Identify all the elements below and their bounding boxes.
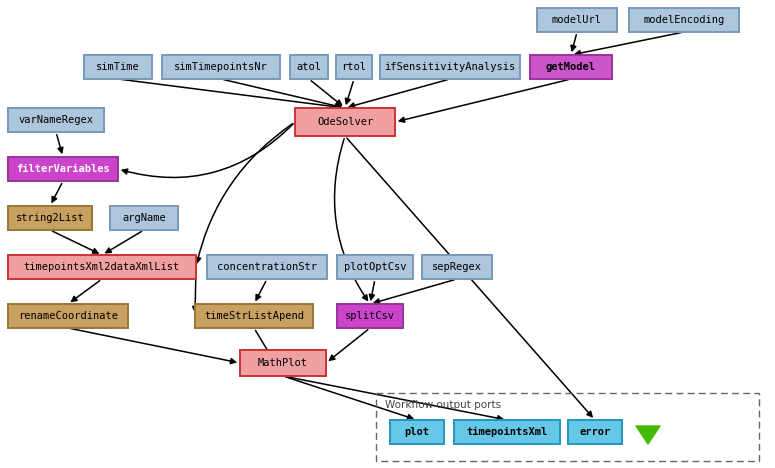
Text: error: error (580, 427, 611, 437)
FancyBboxPatch shape (390, 420, 444, 444)
FancyBboxPatch shape (110, 206, 178, 230)
Polygon shape (636, 426, 660, 444)
Text: string2List: string2List (16, 213, 84, 223)
FancyBboxPatch shape (422, 255, 492, 279)
FancyBboxPatch shape (454, 420, 560, 444)
FancyBboxPatch shape (336, 55, 372, 79)
FancyBboxPatch shape (295, 108, 395, 136)
FancyBboxPatch shape (8, 304, 128, 328)
Text: rtol: rtol (342, 62, 367, 72)
FancyBboxPatch shape (537, 8, 617, 32)
FancyBboxPatch shape (207, 255, 327, 279)
Text: timepointsXml2dataXmlList: timepointsXml2dataXmlList (24, 262, 180, 272)
FancyBboxPatch shape (629, 8, 739, 32)
FancyBboxPatch shape (290, 55, 328, 79)
Text: sepRegex: sepRegex (432, 262, 482, 272)
Text: modelEncoding: modelEncoding (643, 15, 725, 25)
Text: OdeSolver: OdeSolver (317, 117, 373, 127)
FancyBboxPatch shape (568, 420, 622, 444)
Text: simTime: simTime (96, 62, 140, 72)
FancyBboxPatch shape (195, 304, 313, 328)
Text: filterVariables: filterVariables (16, 164, 110, 174)
Text: timeStrListApend: timeStrListApend (204, 311, 304, 321)
FancyBboxPatch shape (8, 108, 104, 132)
FancyBboxPatch shape (337, 304, 403, 328)
FancyBboxPatch shape (84, 55, 152, 79)
Text: plot: plot (405, 427, 429, 437)
Text: atol: atol (297, 62, 322, 72)
Text: modelUrl: modelUrl (552, 15, 602, 25)
Text: plotOptCsv: plotOptCsv (344, 262, 406, 272)
Text: ifSensitivityAnalysis: ifSensitivityAnalysis (384, 62, 515, 72)
Text: renameCoordinate: renameCoordinate (18, 311, 118, 321)
FancyBboxPatch shape (337, 255, 413, 279)
Text: splitCsv: splitCsv (345, 311, 395, 321)
Text: varNameRegex: varNameRegex (19, 115, 94, 125)
Text: concentrationStr: concentrationStr (217, 262, 317, 272)
FancyBboxPatch shape (8, 206, 92, 230)
FancyBboxPatch shape (8, 255, 196, 279)
Text: MathPlot: MathPlot (258, 358, 308, 368)
FancyBboxPatch shape (8, 157, 118, 181)
Text: timepointsXml: timepointsXml (467, 427, 548, 437)
Text: Workflow output ports: Workflow output ports (385, 400, 501, 410)
FancyBboxPatch shape (530, 55, 612, 79)
Text: argName: argName (122, 213, 166, 223)
Text: getModel: getModel (546, 62, 596, 72)
FancyBboxPatch shape (380, 55, 520, 79)
Text: simTimepointsNr: simTimepointsNr (174, 62, 268, 72)
FancyBboxPatch shape (162, 55, 280, 79)
FancyBboxPatch shape (240, 350, 326, 376)
